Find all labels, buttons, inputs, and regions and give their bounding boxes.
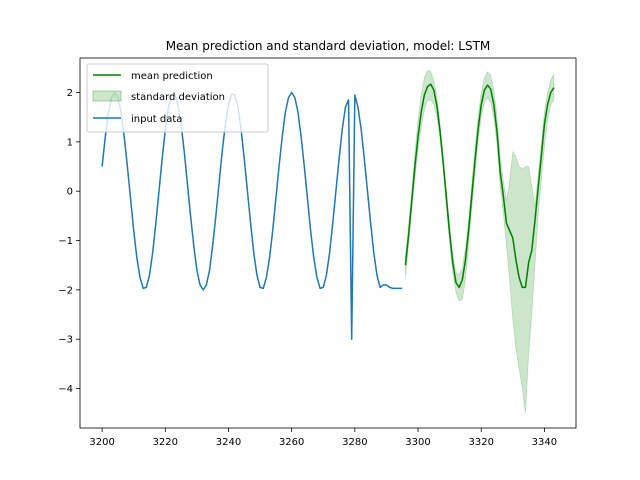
x-tick-label: 3240 <box>216 437 241 448</box>
y-tick-label: −2 <box>58 285 73 296</box>
axes-frame <box>79 57 577 429</box>
y-tick-label: 2 <box>67 88 73 99</box>
x-tick-label: 3220 <box>153 437 178 448</box>
y-tick-label: −3 <box>58 335 73 346</box>
plot-area <box>79 57 577 429</box>
chart-title: Mean prediction and standard deviation, … <box>166 39 491 53</box>
x-tick-label: 3320 <box>468 437 493 448</box>
y-tick-label: −1 <box>58 236 73 247</box>
x-tick-label: 3260 <box>279 437 304 448</box>
legend-box <box>86 63 269 133</box>
y-tick-label: −4 <box>58 384 73 395</box>
x-tick-label: 3300 <box>405 437 430 448</box>
legend-label-mean-prediction: mean prediction <box>131 71 213 82</box>
y-tick-label: 0 <box>67 187 73 198</box>
legend: mean prediction standard deviation input… <box>86 63 269 133</box>
series-mean-prediction-line <box>404 83 555 289</box>
legend-label-standard-deviation: standard deviation <box>131 92 225 103</box>
legend-swatch-standard-deviation <box>92 90 122 102</box>
x-tick-label: 3280 <box>342 437 367 448</box>
legend-label-input-data: input data <box>131 114 182 125</box>
x-tick-label: 3340 <box>532 437 557 448</box>
y-tick-label: 1 <box>67 137 73 148</box>
line-layer <box>101 83 555 340</box>
x-axis: 3200 3220 3240 3260 3280 3300 3320 3340 <box>89 428 557 448</box>
series-input-data-line <box>101 91 403 340</box>
y-axis: −4 −3 −2 −1 0 1 2 <box>58 88 80 395</box>
x-tick-label: 3200 <box>89 437 114 448</box>
